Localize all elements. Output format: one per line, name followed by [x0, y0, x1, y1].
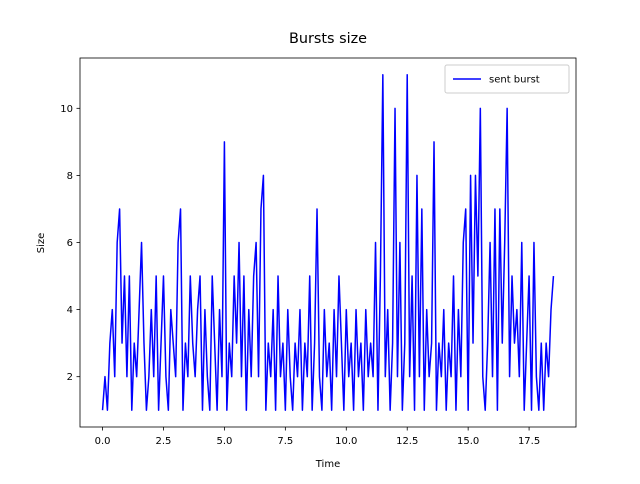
- x-tick-label: 17.5: [518, 436, 540, 447]
- plot-frame: [79, 57, 577, 428]
- data-line: [101, 74, 555, 411]
- x-tick-label: 5.0: [216, 436, 232, 447]
- x-tick-label: 2.5: [156, 436, 172, 447]
- y-tick-label: 8: [67, 171, 73, 182]
- chart-title: Bursts size: [289, 31, 367, 47]
- x-tick-label: 10.0: [335, 436, 357, 447]
- x-tick-label: 12.5: [396, 436, 418, 447]
- y-axis-label: Size: [36, 233, 47, 254]
- legend-box: [444, 64, 570, 94]
- x-tick-label: 0.0: [95, 436, 111, 447]
- x-axis-label: Time: [315, 459, 340, 470]
- y-tick-label: 4: [67, 305, 73, 316]
- y-tick-label: 10: [60, 104, 73, 115]
- x-tick-label: 7.5: [277, 436, 293, 447]
- y-tick-label: 2: [67, 372, 73, 383]
- legend-label: sent burst: [489, 75, 540, 86]
- x-tick-label: 15.0: [457, 436, 479, 447]
- y-tick-label: 6: [67, 238, 73, 249]
